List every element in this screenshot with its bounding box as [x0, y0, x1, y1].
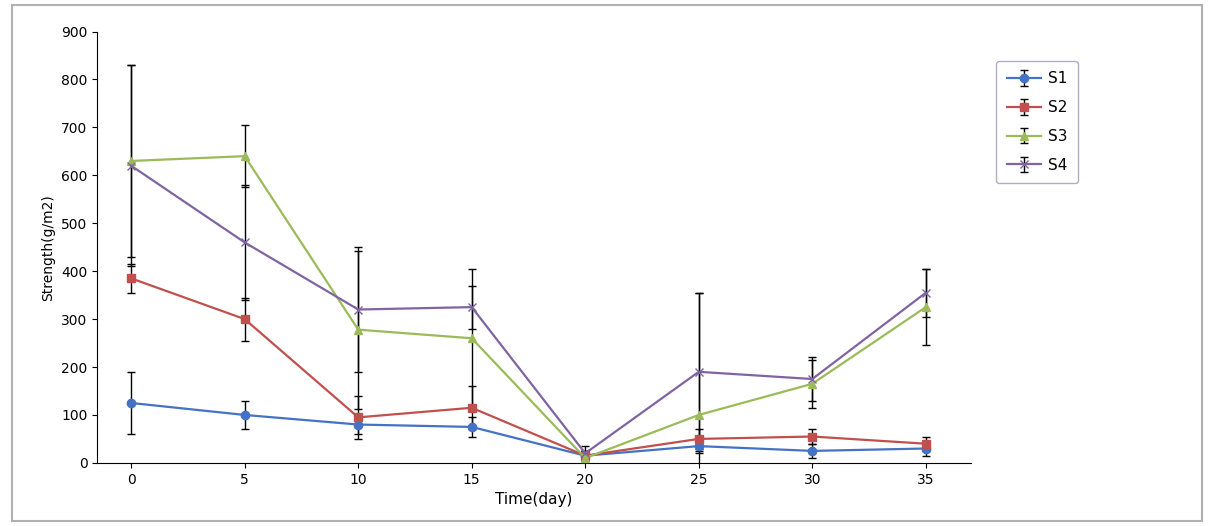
Legend: S1, S2, S3, S4: S1, S2, S3, S4: [997, 61, 1078, 184]
X-axis label: Time(day): Time(day): [495, 492, 573, 507]
Y-axis label: Strength(g/m2): Strength(g/m2): [41, 194, 56, 300]
